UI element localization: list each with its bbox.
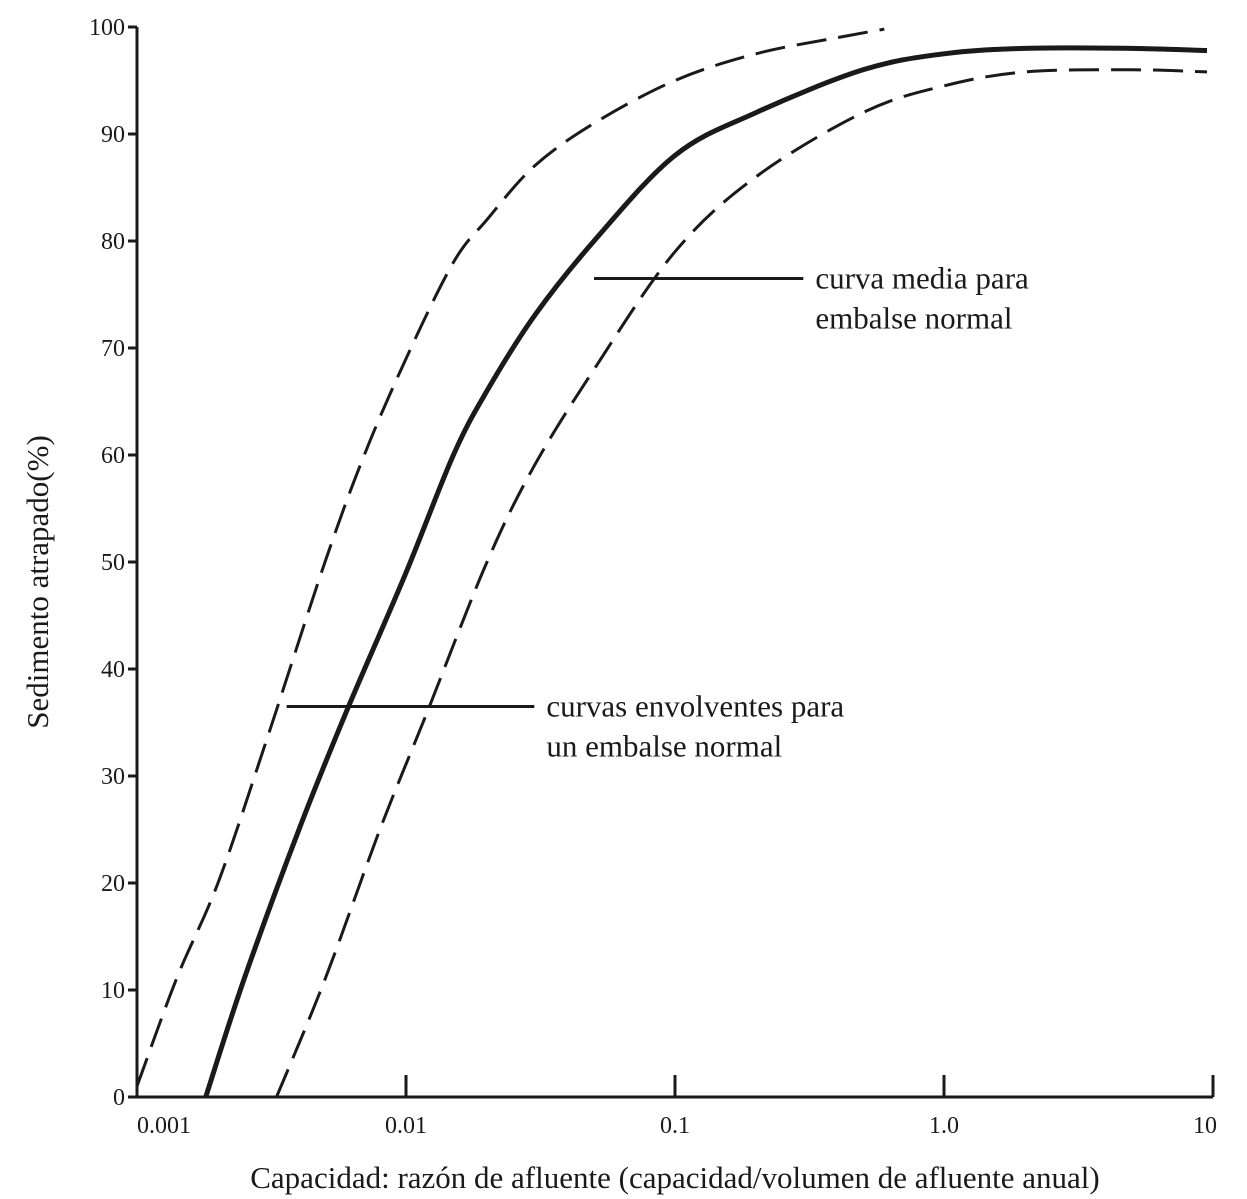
annotation-group: curva media para embalse normal curvas env… xyxy=(286,260,1029,763)
y-tick-label: 70 xyxy=(101,336,125,362)
x-tick-label: 0.01 xyxy=(385,1113,427,1139)
annotation-text: un embalse normal xyxy=(546,728,782,763)
y-tick-label: 10 xyxy=(101,978,125,1004)
x-ticks: 0.001 0.01 0.1 1.0 10 xyxy=(135,1075,1217,1139)
annotation-text: curvas envolventes para xyxy=(546,688,844,723)
y-tick-label: 40 xyxy=(101,657,125,683)
y-tick-label: 0 xyxy=(113,1085,125,1111)
y-axis-title: Sedimento atrapado(%) xyxy=(20,435,55,729)
annotation-text: curva media para xyxy=(815,260,1029,295)
x-axis-title: Capacidad: razón de afluente (capacidad/… xyxy=(250,1160,1100,1195)
x-tick-label: 10 xyxy=(1193,1113,1217,1139)
y-tick-label: 50 xyxy=(101,550,125,576)
y-tick-label: 30 xyxy=(101,764,125,790)
y-ticks: 0 10 20 30 40 50 60 70 80 90 100 xyxy=(89,15,137,1111)
y-tick-label: 20 xyxy=(101,871,125,897)
y-tick-label: 80 xyxy=(101,229,125,255)
x-tick-label: 0.001 xyxy=(137,1113,191,1139)
upper-envelope-curve xyxy=(135,27,885,1087)
y-tick-label: 90 xyxy=(101,122,125,148)
y-tick-label: 100 xyxy=(89,15,125,41)
y-tick-label: 60 xyxy=(101,443,125,469)
x-tick-label: 1.0 xyxy=(929,1113,959,1139)
series-group xyxy=(135,27,1208,1098)
plot-area: 0 10 20 30 40 50 60 70 80 90 100 0.001 0.01 0.1 1.0 10… xyxy=(89,15,1217,1139)
mean-curve xyxy=(203,45,1208,1098)
lower-envelope-curve xyxy=(275,68,1208,1098)
x-tick-label: 0.1 xyxy=(660,1113,690,1139)
annotation-text: embalse normal xyxy=(815,300,1012,335)
